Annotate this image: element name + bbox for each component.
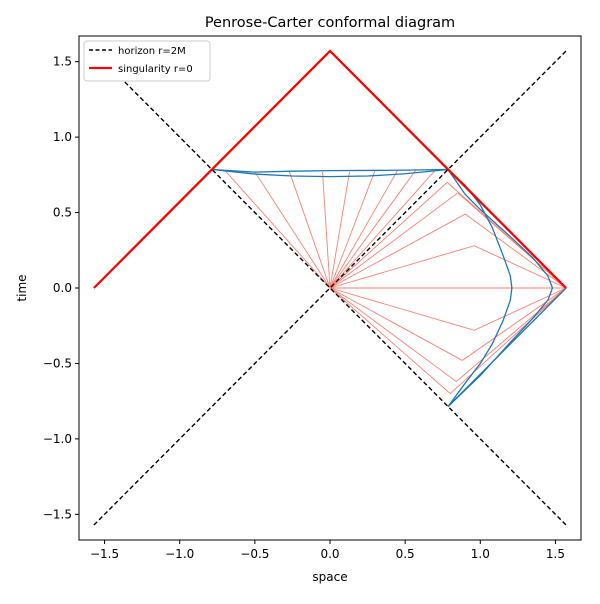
legend: horizon r=2M singularity r=0 xyxy=(83,40,211,82)
blue-curve-4 xyxy=(211,168,449,173)
salmon-ray-18 xyxy=(329,192,567,289)
blue-curve-7 xyxy=(447,287,567,407)
salmon-ray-15 xyxy=(329,170,417,289)
salmon-ray-19 xyxy=(329,213,567,289)
legend-horizon-label: horizon r=2M xyxy=(118,46,186,57)
salmon-ray-12 xyxy=(329,171,350,289)
x-tick-label: −1.0 xyxy=(165,547,194,561)
x-tick-label: 1.0 xyxy=(471,547,490,561)
x-axis-label: space xyxy=(312,570,347,584)
y-tick-label: 1.5 xyxy=(53,55,72,69)
y-tick-label: 0.5 xyxy=(53,206,72,220)
salmon-ray-11 xyxy=(322,171,331,289)
chart-title: Penrose-Carter conformal diagram xyxy=(205,15,455,31)
plot-area xyxy=(93,49,567,526)
x-tick-label: 0.5 xyxy=(396,547,415,561)
axes-frame xyxy=(78,35,582,541)
x-axis-ticks: −1.5 −1.0 −0.5 0.0 0.5 1.0 1.5 xyxy=(90,540,565,561)
y-axis-label: time xyxy=(15,274,29,301)
x-tick-label: 1.5 xyxy=(546,547,565,561)
singularity-line-2 xyxy=(93,49,567,289)
x-tick-label: −1.5 xyxy=(90,547,119,561)
salmon-ray-10 xyxy=(288,171,331,289)
y-tick-label: 0.0 xyxy=(53,281,72,295)
y-tick-label: −1.5 xyxy=(43,507,72,521)
horizon-line-0 xyxy=(93,50,567,526)
legend-box xyxy=(83,40,211,82)
y-tick-label: 1.0 xyxy=(53,130,72,144)
legend-singularity-label: singularity r=0 xyxy=(118,64,193,75)
y-tick-label: −1.0 xyxy=(43,432,72,446)
y-axis-ticks: −1.5 −1.0 −0.5 0.0 0.5 1.0 1.5 xyxy=(43,55,79,521)
x-tick-label: −0.5 xyxy=(240,547,269,561)
blue-curve-5 xyxy=(447,169,513,407)
horizon-line-1 xyxy=(93,50,567,526)
salmon-ray-24 xyxy=(329,287,567,383)
y-tick-label: −0.5 xyxy=(43,356,72,370)
blue-curve-6 xyxy=(447,169,554,407)
salmon-ray-14 xyxy=(329,170,399,289)
salmon-ray-8 xyxy=(224,170,331,289)
salmon-ray-9 xyxy=(254,171,331,289)
blue-curve-3 xyxy=(211,168,449,178)
salmon-ray-20 xyxy=(329,245,567,289)
salmon-ray-16 xyxy=(329,170,436,289)
x-tick-label: 0.0 xyxy=(320,547,339,561)
salmon-ray-13 xyxy=(329,170,376,289)
salmon-ray-23 xyxy=(329,287,567,361)
salmon-ray-22 xyxy=(329,287,567,331)
